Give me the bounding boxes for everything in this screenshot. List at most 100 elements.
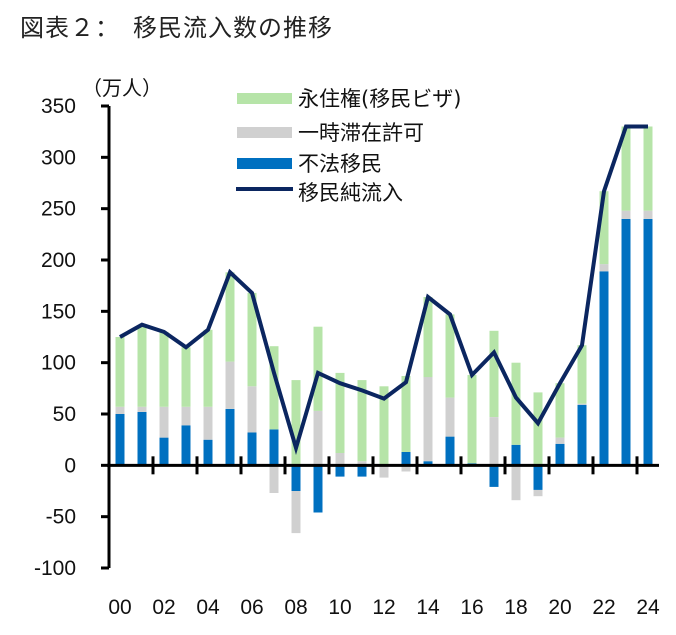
axes-layer: 350 300 250 200 150 100 50 0 -50 -100 00 02 04 06 08 10…	[34, 95, 660, 619]
bar-permanent-10	[335, 372, 345, 453]
y-tick-label-50: 50	[53, 403, 76, 426]
bars-layer	[115, 126, 653, 534]
bar-temporary-15	[445, 397, 455, 437]
bar-illegal-05	[225, 408, 235, 466]
bar-permanent-19	[533, 392, 543, 466]
bar-permanent-00	[115, 337, 125, 407]
bar-temporary-24	[643, 210, 653, 219]
x-tick-label-00: 00	[108, 596, 131, 619]
bar-illegal-06	[247, 432, 257, 466]
x-tick-label-24: 24	[636, 596, 660, 619]
bar-temporary-12	[379, 465, 389, 478]
bar-permanent-02	[159, 331, 169, 407]
bar-permanent-14	[423, 297, 433, 378]
bar-illegal-11	[357, 465, 367, 477]
x-tick-label-04: 04	[196, 596, 220, 619]
y-tick-label--50: -50	[46, 506, 76, 529]
chart-title: 図表２： 移民流入数の推移	[20, 14, 333, 42]
x-tick-label-10: 10	[328, 596, 351, 619]
legend: 永住権(移民ビザ) 一時滞在許可 不法移民 移民純流入	[236, 87, 461, 205]
bar-illegal-14	[423, 461, 433, 466]
bar-illegal-10	[335, 465, 345, 477]
x-tick-label-18: 18	[504, 596, 527, 619]
y-tick-label-0: 0	[64, 454, 76, 477]
bar-temporary-08	[291, 491, 301, 534]
legend-swatch-illegal	[237, 158, 292, 169]
bar-illegal-01	[137, 411, 147, 466]
net-inflow-line	[119, 124, 648, 456]
x-tick-label-14: 14	[416, 596, 440, 619]
bar-temporary-10	[335, 453, 345, 466]
legend-label-temporary: 一時滞在許可	[298, 121, 424, 145]
bar-illegal-19	[533, 465, 543, 490]
legend-label-net: 移民純流入	[298, 181, 403, 205]
bar-permanent-03	[181, 347, 191, 407]
bar-permanent-16	[467, 375, 477, 464]
bar-temporary-21	[577, 403, 587, 405]
bar-permanent-01	[137, 326, 147, 407]
bar-illegal-07	[269, 429, 279, 466]
y-tick-label-300: 300	[41, 146, 76, 169]
bar-temporary-07	[269, 465, 279, 493]
y-tick-label-100: 100	[41, 352, 76, 375]
legend-label-permanent: 永住権(移民ビザ)	[298, 87, 461, 111]
bar-temporary-09	[313, 410, 323, 466]
x-tick-label-08: 08	[284, 596, 307, 619]
x-tick-label-20: 20	[548, 596, 571, 619]
bar-temporary-22	[599, 264, 609, 272]
bar-permanent-23	[621, 126, 631, 211]
bar-illegal-22	[599, 271, 609, 466]
y-tick-label-150: 150	[41, 300, 76, 323]
bar-permanent-22	[599, 191, 609, 265]
bar-illegal-00	[115, 414, 125, 466]
bar-permanent-08	[291, 380, 301, 466]
bar-illegal-04	[203, 439, 213, 466]
bar-permanent-07	[269, 346, 279, 430]
y-tick-label--100: -100	[34, 557, 76, 580]
bar-temporary-04	[203, 406, 213, 440]
bar-permanent-05	[225, 272, 235, 362]
legend-swatch-permanent	[237, 93, 292, 104]
net-line-layer	[119, 124, 649, 456]
bar-illegal-21	[577, 404, 587, 466]
bar-illegal-18	[511, 444, 521, 466]
bar-illegal-15	[445, 436, 455, 466]
x-tick-label-16: 16	[460, 596, 483, 619]
x-tick-label-12: 12	[372, 596, 395, 619]
bar-illegal-02	[159, 437, 169, 466]
bar-permanent-20	[555, 383, 565, 438]
bar-temporary-14	[423, 377, 433, 462]
bar-illegal-13	[401, 452, 411, 466]
bar-temporary-23	[621, 210, 631, 219]
bar-temporary-18	[511, 465, 521, 501]
bar-permanent-11	[357, 380, 367, 462]
bar-permanent-06	[247, 292, 257, 387]
bar-permanent-21	[577, 345, 587, 404]
y-tick-label-250: 250	[41, 198, 76, 221]
bar-illegal-23	[621, 218, 631, 466]
y-tick-label-200: 200	[41, 249, 76, 272]
bar-permanent-09	[313, 326, 323, 411]
bar-permanent-04	[203, 329, 213, 407]
bar-temporary-02	[159, 406, 169, 438]
x-tick-label-02: 02	[152, 596, 175, 619]
bar-temporary-05	[225, 361, 235, 409]
x-tick-label-06: 06	[240, 596, 263, 619]
bar-illegal-20	[555, 443, 565, 466]
bar-illegal-24	[643, 218, 653, 466]
bar-temporary-06	[247, 386, 257, 433]
y-tick-label-350: 350	[41, 95, 76, 118]
bar-permanent-17	[489, 330, 499, 417]
x-tick-label-22: 22	[592, 596, 615, 619]
bar-temporary-20	[555, 437, 565, 444]
bar-temporary-13	[401, 465, 411, 472]
bar-illegal-17	[489, 465, 499, 487]
bar-permanent-12	[379, 386, 389, 466]
bar-illegal-03	[181, 425, 191, 466]
bar-permanent-13	[401, 376, 411, 452]
bar-illegal-08	[291, 465, 301, 491]
bar-permanent-24	[643, 126, 653, 211]
bar-permanent-18	[511, 362, 521, 445]
unit-label: （万人）	[82, 76, 162, 100]
